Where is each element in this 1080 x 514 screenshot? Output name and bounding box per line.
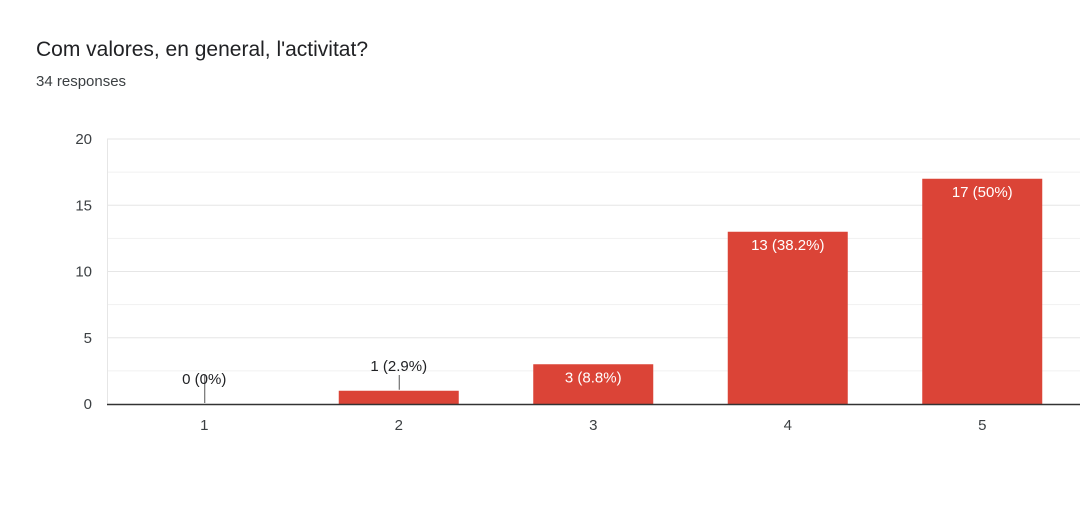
data-label: 1 (2.9%) [370,358,427,375]
x-tick-label: 3 [589,417,597,434]
grid-lines [107,138,1080,372]
y-tick-label: 5 [84,330,92,347]
data-labels: 0 (0%) 1 (2.9%) 3 (8.8%) 13 (38.2%) 17 (50%) [182,184,1013,403]
data-label: 13 (38.2%) [751,237,824,254]
bar [727,231,848,404]
bars [338,178,1043,404]
x-tick-label: 2 [395,417,403,434]
axes: 0 5 10 15 20 1 2 3 4 5 [75,131,1080,434]
bar [533,364,654,404]
y-tick-label: 10 [75,264,92,281]
x-tick-label: 4 [784,417,792,434]
data-label: 0 (0%) [182,371,226,388]
bar [338,390,459,404]
data-label: 17 (50%) [952,184,1013,201]
y-tick-label: 15 [75,197,92,214]
x-tick-label: 5 [978,417,986,434]
response-count: 34 responses [36,73,127,90]
data-label: 3 (8.8%) [565,369,622,386]
bar [922,178,1043,404]
y-tick-label: 20 [75,131,92,148]
chart-title: Com valores, en general, l'activitat? [36,38,369,61]
y-tick-label: 0 [84,396,92,413]
x-tick-label: 1 [200,417,208,434]
